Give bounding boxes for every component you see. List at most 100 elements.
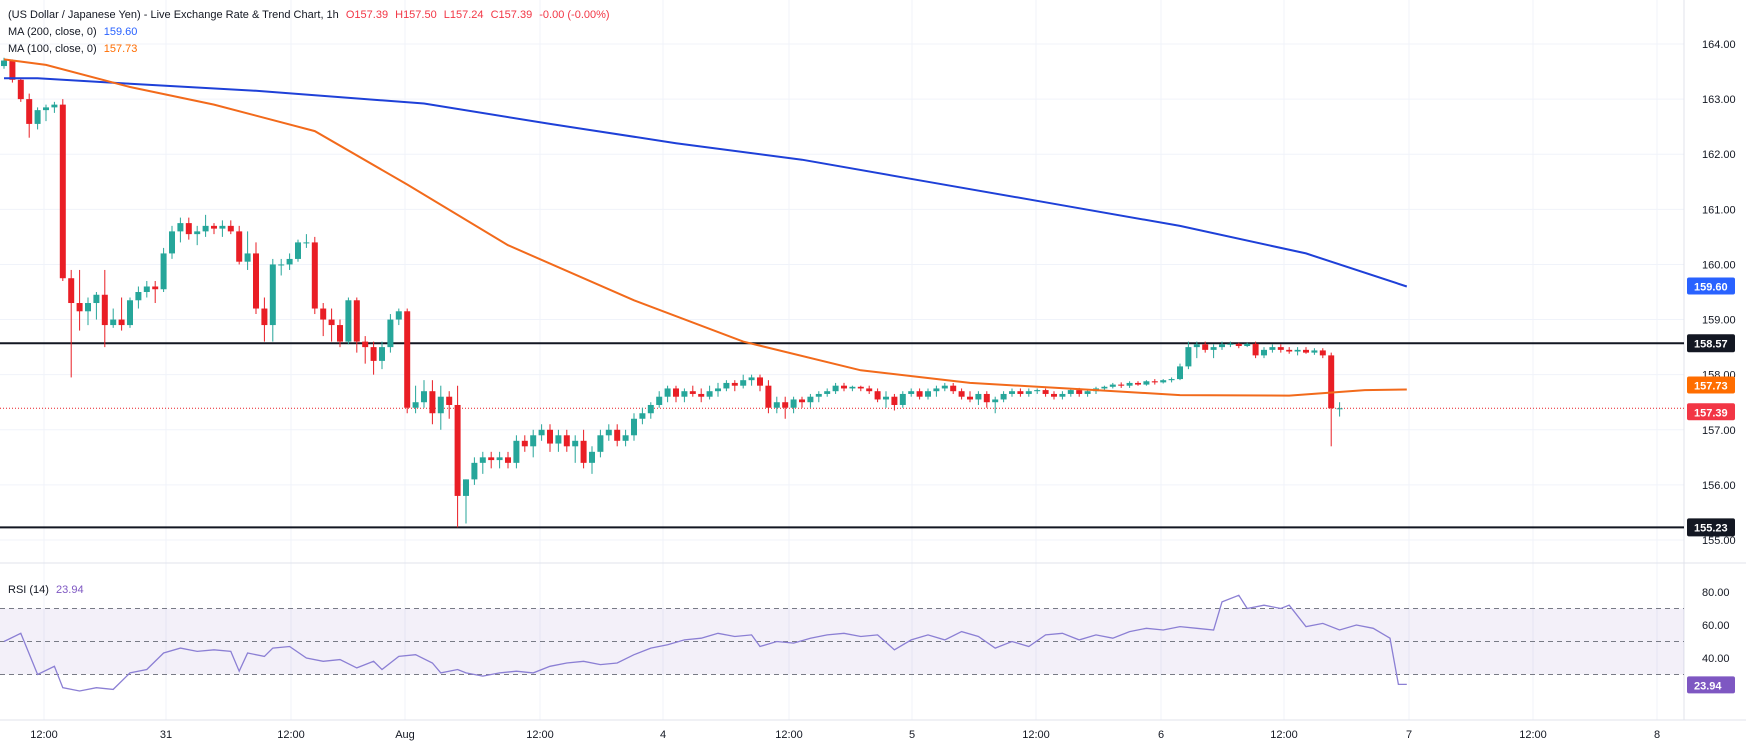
candle[interactable] <box>513 435 520 469</box>
candle[interactable] <box>1193 341 1200 359</box>
candle[interactable] <box>1202 341 1209 353</box>
candle[interactable] <box>1177 363 1183 381</box>
candle[interactable] <box>1286 347 1293 354</box>
ma200-legend[interactable]: MA (200, close, 0) 159.60 <box>8 26 137 38</box>
candle[interactable] <box>219 220 226 237</box>
candle[interactable] <box>127 297 133 328</box>
candle[interactable] <box>93 292 100 320</box>
candle[interactable] <box>143 280 150 298</box>
candle[interactable] <box>244 231 251 270</box>
candle[interactable] <box>110 308 117 328</box>
candle[interactable] <box>983 391 990 408</box>
candle[interactable] <box>429 380 436 425</box>
candle[interactable] <box>337 319 343 348</box>
candle[interactable] <box>51 101 58 113</box>
candle[interactable] <box>857 385 864 392</box>
candle[interactable] <box>505 451 511 469</box>
candle[interactable] <box>488 451 495 469</box>
candle[interactable] <box>521 435 528 452</box>
candle[interactable] <box>572 435 579 463</box>
candle[interactable] <box>471 457 478 485</box>
candle[interactable] <box>841 382 847 392</box>
candle[interactable] <box>194 225 201 246</box>
candle[interactable] <box>1067 388 1074 397</box>
rsi-pane[interactable]: 40.00 60.00 80.00 23.94 <box>0 587 1735 694</box>
candle[interactable] <box>43 104 49 122</box>
candle[interactable] <box>580 429 587 469</box>
candle[interactable] <box>320 303 327 337</box>
candle[interactable] <box>765 380 772 414</box>
price-axis[interactable]: 155.00156.00157.00158.00159.00160.00161.… <box>1687 39 1736 547</box>
candle[interactable] <box>437 385 444 430</box>
candle[interactable] <box>1328 352 1335 447</box>
candle[interactable] <box>387 314 394 353</box>
candle[interactable] <box>1151 379 1158 385</box>
candle[interactable] <box>639 407 646 425</box>
candle[interactable] <box>1294 347 1301 356</box>
candle[interactable] <box>362 336 369 364</box>
candle[interactable] <box>916 388 923 400</box>
candle[interactable] <box>261 297 268 342</box>
candle[interactable] <box>160 247 167 292</box>
candle[interactable] <box>135 286 142 309</box>
candle[interactable] <box>101 269 108 348</box>
candle[interactable] <box>908 388 915 397</box>
candle[interactable] <box>723 380 730 392</box>
candle[interactable] <box>1185 341 1192 370</box>
candle[interactable] <box>353 297 360 353</box>
candle[interactable] <box>76 269 83 331</box>
candle[interactable] <box>1135 381 1141 386</box>
candle[interactable] <box>1219 341 1225 350</box>
candle[interactable] <box>883 391 889 408</box>
rsi-legend[interactable]: RSI (14) 23.94 <box>8 584 84 596</box>
candle[interactable] <box>681 388 688 403</box>
candle[interactable] <box>992 396 999 414</box>
candle[interactable] <box>731 380 738 392</box>
candle[interactable] <box>303 234 310 248</box>
candle[interactable] <box>1000 391 1007 403</box>
candle[interactable] <box>202 214 209 237</box>
candle[interactable] <box>26 93 33 138</box>
candle[interactable] <box>614 424 621 447</box>
candle[interactable] <box>311 236 318 315</box>
candle[interactable] <box>597 429 604 458</box>
ma100-legend[interactable]: MA (100, close, 0) 157.73 <box>8 43 137 55</box>
candle[interactable] <box>706 385 713 400</box>
candle[interactable] <box>589 446 595 474</box>
candle[interactable] <box>1227 341 1234 348</box>
candle[interactable] <box>631 413 637 441</box>
candle[interactable] <box>454 385 461 528</box>
candle[interactable] <box>412 385 419 414</box>
candle[interactable] <box>278 258 285 276</box>
candle[interactable] <box>345 297 352 345</box>
candle[interactable] <box>253 242 259 315</box>
candle[interactable] <box>1252 341 1259 359</box>
candle[interactable] <box>370 341 377 375</box>
candle[interactable] <box>1009 388 1015 397</box>
candle[interactable] <box>236 225 243 265</box>
candle[interactable] <box>925 388 931 400</box>
candle[interactable] <box>530 429 537 458</box>
candle[interactable] <box>286 253 293 270</box>
candle[interactable] <box>757 374 763 392</box>
candle[interactable] <box>689 385 696 397</box>
candle[interactable] <box>395 308 402 326</box>
candle[interactable] <box>1118 382 1125 388</box>
candle[interactable] <box>463 479 469 524</box>
candle[interactable] <box>1017 388 1024 397</box>
candle[interactable] <box>118 297 125 331</box>
candle[interactable] <box>1303 347 1309 354</box>
candle[interactable] <box>59 99 66 281</box>
candle[interactable] <box>538 424 545 441</box>
candle[interactable] <box>34 107 41 130</box>
candle[interactable] <box>664 385 671 403</box>
candle[interactable] <box>866 385 873 394</box>
candle[interactable] <box>715 382 721 397</box>
candle[interactable] <box>479 451 486 474</box>
candle[interactable] <box>227 220 234 235</box>
candle[interactable] <box>748 374 755 386</box>
candle[interactable] <box>85 297 91 326</box>
candle[interactable] <box>815 391 822 403</box>
candle[interactable] <box>958 388 965 400</box>
